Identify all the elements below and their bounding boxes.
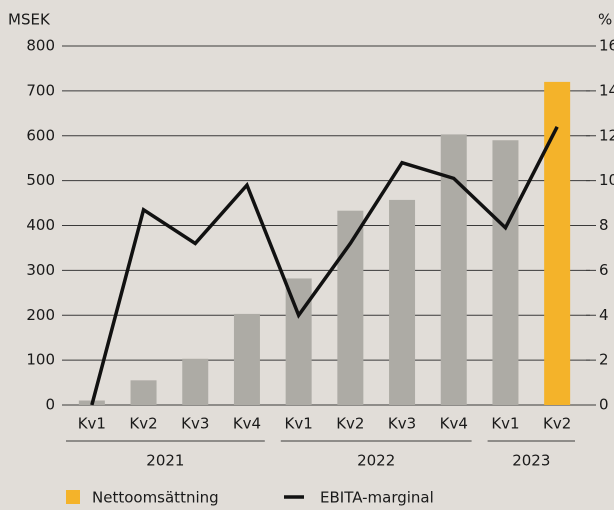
legend-swatch <box>66 490 80 504</box>
y2-tick-label: 16 <box>599 37 614 55</box>
group-label: 2022 <box>357 452 395 470</box>
x-tick-label: Kv3 <box>181 415 209 433</box>
y2-tick-label: 6 <box>599 261 609 279</box>
group-label: 2021 <box>146 452 184 470</box>
y2-axis-label: % <box>598 11 612 29</box>
legend-label: Nettoomsättning <box>92 489 219 507</box>
x-tick-label: Kv2 <box>543 415 571 433</box>
legend-label: EBITA-marginal <box>320 489 434 507</box>
y2-tick-label: 10 <box>599 171 614 189</box>
y2-tick-label: 12 <box>599 126 614 144</box>
x-tick-label: Kv3 <box>388 415 416 433</box>
x-tick-label: Kv1 <box>78 415 106 433</box>
y2-tick-label: 8 <box>599 216 609 234</box>
bar <box>389 199 416 405</box>
y-tick-label: 100 <box>26 351 55 369</box>
y-tick-label: 800 <box>26 37 55 55</box>
bar <box>130 380 157 405</box>
x-tick-label: Kv2 <box>129 415 157 433</box>
x-tick-label: Kv1 <box>491 415 519 433</box>
y2-tick-label: 4 <box>599 306 609 324</box>
bar <box>285 278 312 405</box>
y-tick-label: 700 <box>26 81 55 99</box>
x-tick-label: Kv1 <box>285 415 313 433</box>
y-tick-label: 300 <box>26 261 55 279</box>
y-tick-label: 500 <box>26 171 55 189</box>
y2-tick-label: 14 <box>599 81 614 99</box>
bar <box>233 313 260 405</box>
x-tick-label: Kv4 <box>440 415 468 433</box>
y-tick-label: 400 <box>26 216 55 234</box>
bar <box>544 81 571 406</box>
bar <box>337 210 364 405</box>
group-label: 2023 <box>512 452 550 470</box>
line <box>90 125 559 406</box>
y-axis-label: MSEK <box>8 11 51 29</box>
y-tick-label: 200 <box>26 306 55 324</box>
y-tick-label: 0 <box>45 396 55 414</box>
bar <box>182 358 209 405</box>
y-tick-label: 600 <box>26 126 55 144</box>
y2-tick-label: 0 <box>599 396 609 414</box>
x-tick-label: Kv4 <box>233 415 261 433</box>
x-tick-label: Kv2 <box>336 415 364 433</box>
y2-tick-label: 2 <box>599 351 609 369</box>
bar <box>492 140 519 406</box>
